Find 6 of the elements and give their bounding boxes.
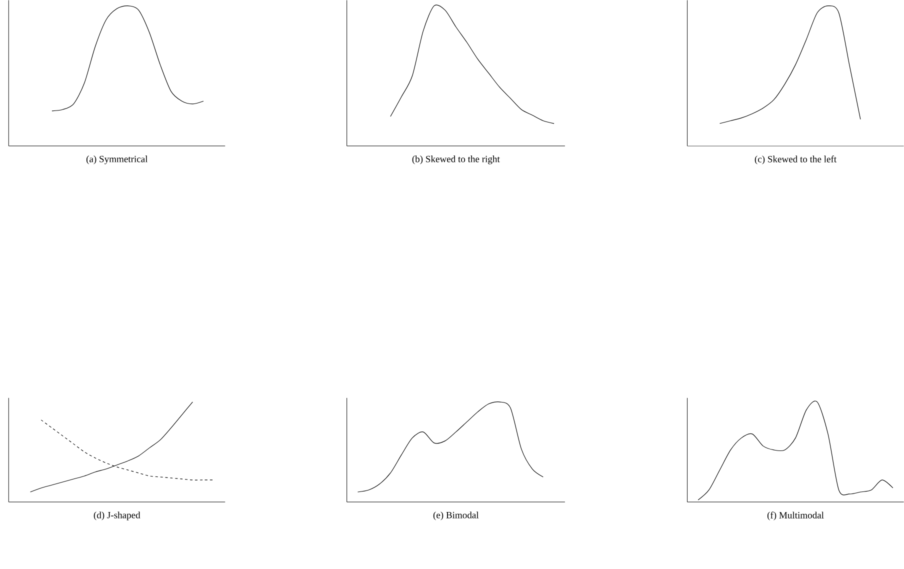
text: (f) Multimodal [767,512,824,520]
text: (a) Symmetrical [86,156,148,164]
text: (e) Bimodal [433,512,479,520]
text: (c) Skewed to the left [754,156,837,164]
text: (d) J-shaped [94,512,140,520]
text: (b) Skewed to the right [412,156,500,164]
